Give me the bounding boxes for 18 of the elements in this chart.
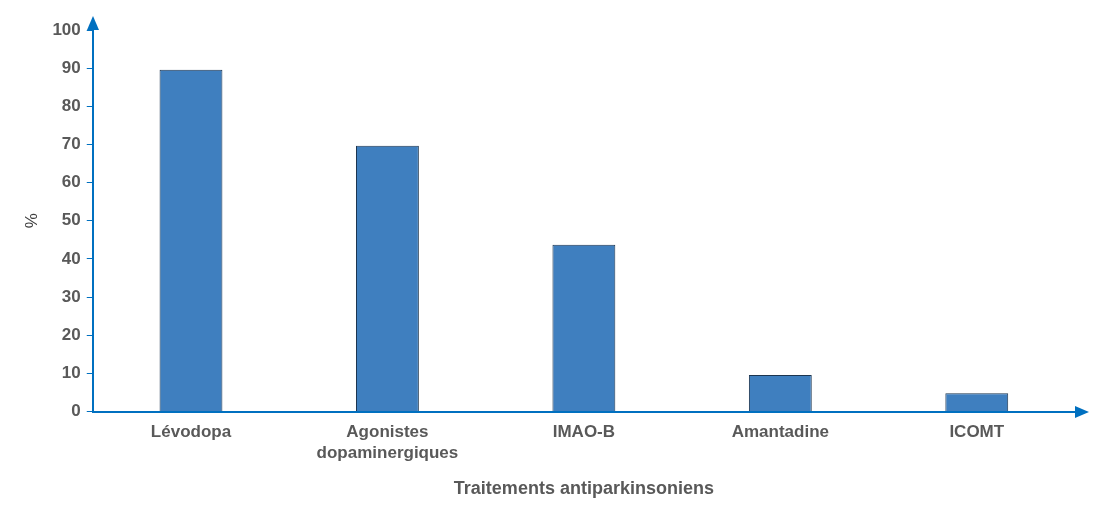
y-tick-label: 40 [61, 248, 81, 268]
x-tick-label: Amantadine [731, 422, 829, 442]
y-tick-label: 70 [61, 134, 81, 154]
y-tick-label: 100 [52, 19, 81, 39]
x-tick-label: Lévodopa [150, 422, 232, 442]
x-tick-label: ICOMT [949, 422, 1005, 442]
y-axis-title: % [21, 213, 41, 229]
y-tick-label: 10 [61, 363, 81, 383]
x-axis-title: Traitements antiparkinsoniens [453, 478, 714, 499]
x-tick-label: IMAO-B [552, 422, 616, 442]
y-tick-label: 0 [71, 401, 81, 421]
y-tick-label: 50 [61, 210, 81, 230]
y-tick-label: 90 [61, 57, 81, 77]
x-tick-label: Agonistes dopaminergiques [316, 422, 459, 462]
y-tick-label: 20 [61, 324, 81, 344]
y-tick-label: 80 [61, 96, 81, 116]
y-tick-label: 60 [61, 172, 81, 192]
y-tick-label: 30 [61, 286, 81, 306]
